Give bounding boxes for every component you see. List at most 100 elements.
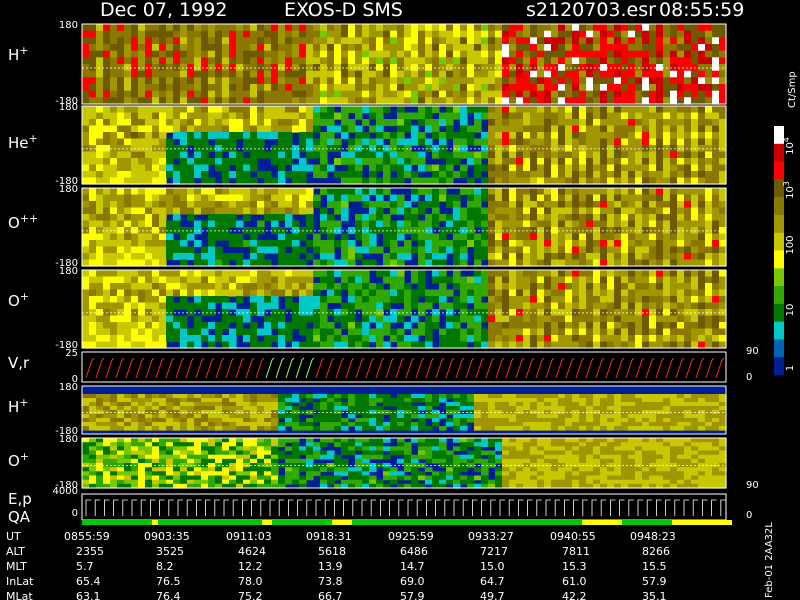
- heatmap-cell: [621, 328, 629, 336]
- heatmap-cell: [628, 422, 636, 427]
- heatmap-cell: [684, 84, 692, 92]
- heatmap-cell: [670, 207, 678, 215]
- heatmap-cell: [404, 171, 412, 179]
- heatmap-cell: [89, 454, 97, 460]
- heatmap-cell: [390, 246, 398, 254]
- heatmap-cell: [530, 233, 538, 241]
- heatmap-cell: [96, 328, 104, 336]
- heatmap-cell: [152, 158, 160, 166]
- heatmap-cell: [684, 328, 692, 336]
- heatmap-cell: [544, 296, 552, 304]
- heatmap-cell: [103, 418, 111, 423]
- heatmap-cell: [411, 84, 419, 92]
- heatmap-cell: [355, 50, 363, 58]
- heatmap-cell: [152, 125, 160, 133]
- heatmap-cell: [474, 335, 482, 343]
- heatmap-cell: [474, 24, 482, 32]
- heatmap-cell: [117, 106, 125, 114]
- heatmap-cell: [152, 341, 160, 349]
- heatmap-cell: [537, 296, 545, 304]
- heatmap-cell: [229, 24, 237, 32]
- heatmap-cell: [278, 341, 286, 349]
- heatmap-cell: [600, 194, 608, 202]
- heatmap-cell: [313, 233, 321, 241]
- heatmap-cell: [327, 214, 335, 222]
- heatmap-cell: [614, 398, 622, 403]
- heatmap-cell: [117, 171, 125, 179]
- heatmap-cell: [306, 270, 314, 278]
- heatmap-cell: [369, 158, 377, 166]
- heatmap-cell: [229, 132, 237, 140]
- heatmap-cell: [362, 64, 370, 72]
- heatmap-cell: [677, 418, 685, 423]
- heatmap-cell: [292, 398, 300, 403]
- heatmap-cell: [299, 132, 307, 140]
- heatmap-cell: [215, 398, 223, 403]
- panel-frame: [81, 269, 727, 349]
- heatmap-cell: [684, 302, 692, 310]
- heatmap-cell: [320, 418, 328, 423]
- heatmap-cell: [684, 283, 692, 291]
- heatmap-cell: [656, 276, 664, 284]
- heatmap-cell: [145, 201, 153, 209]
- heatmap-cell: [222, 422, 230, 427]
- heatmap-cell: [453, 57, 461, 65]
- heatmap-cell: [656, 119, 664, 127]
- heatmap-cell: [411, 233, 419, 241]
- heatmap-cell: [544, 302, 552, 310]
- heatmap-cell: [131, 394, 139, 399]
- heatmap-cell: [558, 57, 566, 65]
- heatmap-cell: [684, 50, 692, 58]
- heatmap-cell: [271, 394, 279, 399]
- heatmap-cell: [705, 398, 713, 403]
- heatmap-cell: [250, 64, 258, 72]
- heatmap-cell: [460, 296, 468, 304]
- heatmap-cell: [166, 328, 174, 336]
- heatmap-cell: [635, 50, 643, 58]
- heatmap-cell: [208, 289, 216, 297]
- heatmap-cell: [586, 283, 594, 291]
- heatmap-cell: [691, 37, 699, 45]
- heatmap-cell: [89, 479, 97, 485]
- heatmap-cell: [194, 402, 202, 407]
- heatmap-cell: [110, 207, 118, 215]
- heatmap-cell: [313, 151, 321, 159]
- heatmap-cell: [131, 328, 139, 336]
- heatmap-cell: [432, 398, 440, 403]
- heatmap-cell: [614, 418, 622, 423]
- heatmap-cell: [586, 119, 594, 127]
- heatmap-cell: [656, 125, 664, 133]
- heatmap-cell: [698, 201, 706, 209]
- heatmap-cell: [698, 402, 706, 407]
- heatmap-cell: [691, 177, 699, 185]
- heatmap-cell: [299, 233, 307, 241]
- heatmap-cell: [180, 283, 188, 291]
- heatmap-cell: [544, 259, 552, 267]
- heatmap-cell: [460, 220, 468, 228]
- heatmap-cell: [390, 151, 398, 159]
- heatmap-cell: [418, 207, 426, 215]
- heatmap-cell: [467, 402, 475, 407]
- heatmap-cell: [390, 296, 398, 304]
- heatmap-cell: [698, 335, 706, 343]
- heatmap-cell: [131, 164, 139, 172]
- heatmap-cell: [488, 90, 496, 98]
- heatmap-cell: [208, 201, 216, 209]
- heatmap-cell: [82, 422, 90, 427]
- heatmap-cell: [404, 97, 412, 105]
- heatmap-cell: [530, 394, 538, 399]
- heatmap-cell: [628, 233, 636, 241]
- heatmap-cell: [243, 171, 251, 179]
- heatmap-cell: [320, 335, 328, 343]
- heatmap-cell: [299, 97, 307, 105]
- heatmap-cell: [341, 246, 349, 254]
- heatmap-cell: [376, 125, 384, 133]
- heatmap-cell: [250, 106, 258, 114]
- heatmap-cell: [390, 90, 398, 98]
- heatmap-cell: [194, 414, 202, 419]
- heatmap-cell: [635, 171, 643, 179]
- heatmap-cell: [481, 283, 489, 291]
- heatmap-cell: [250, 410, 258, 415]
- heatmap-cell: [173, 289, 181, 297]
- heatmap-cell: [362, 227, 370, 235]
